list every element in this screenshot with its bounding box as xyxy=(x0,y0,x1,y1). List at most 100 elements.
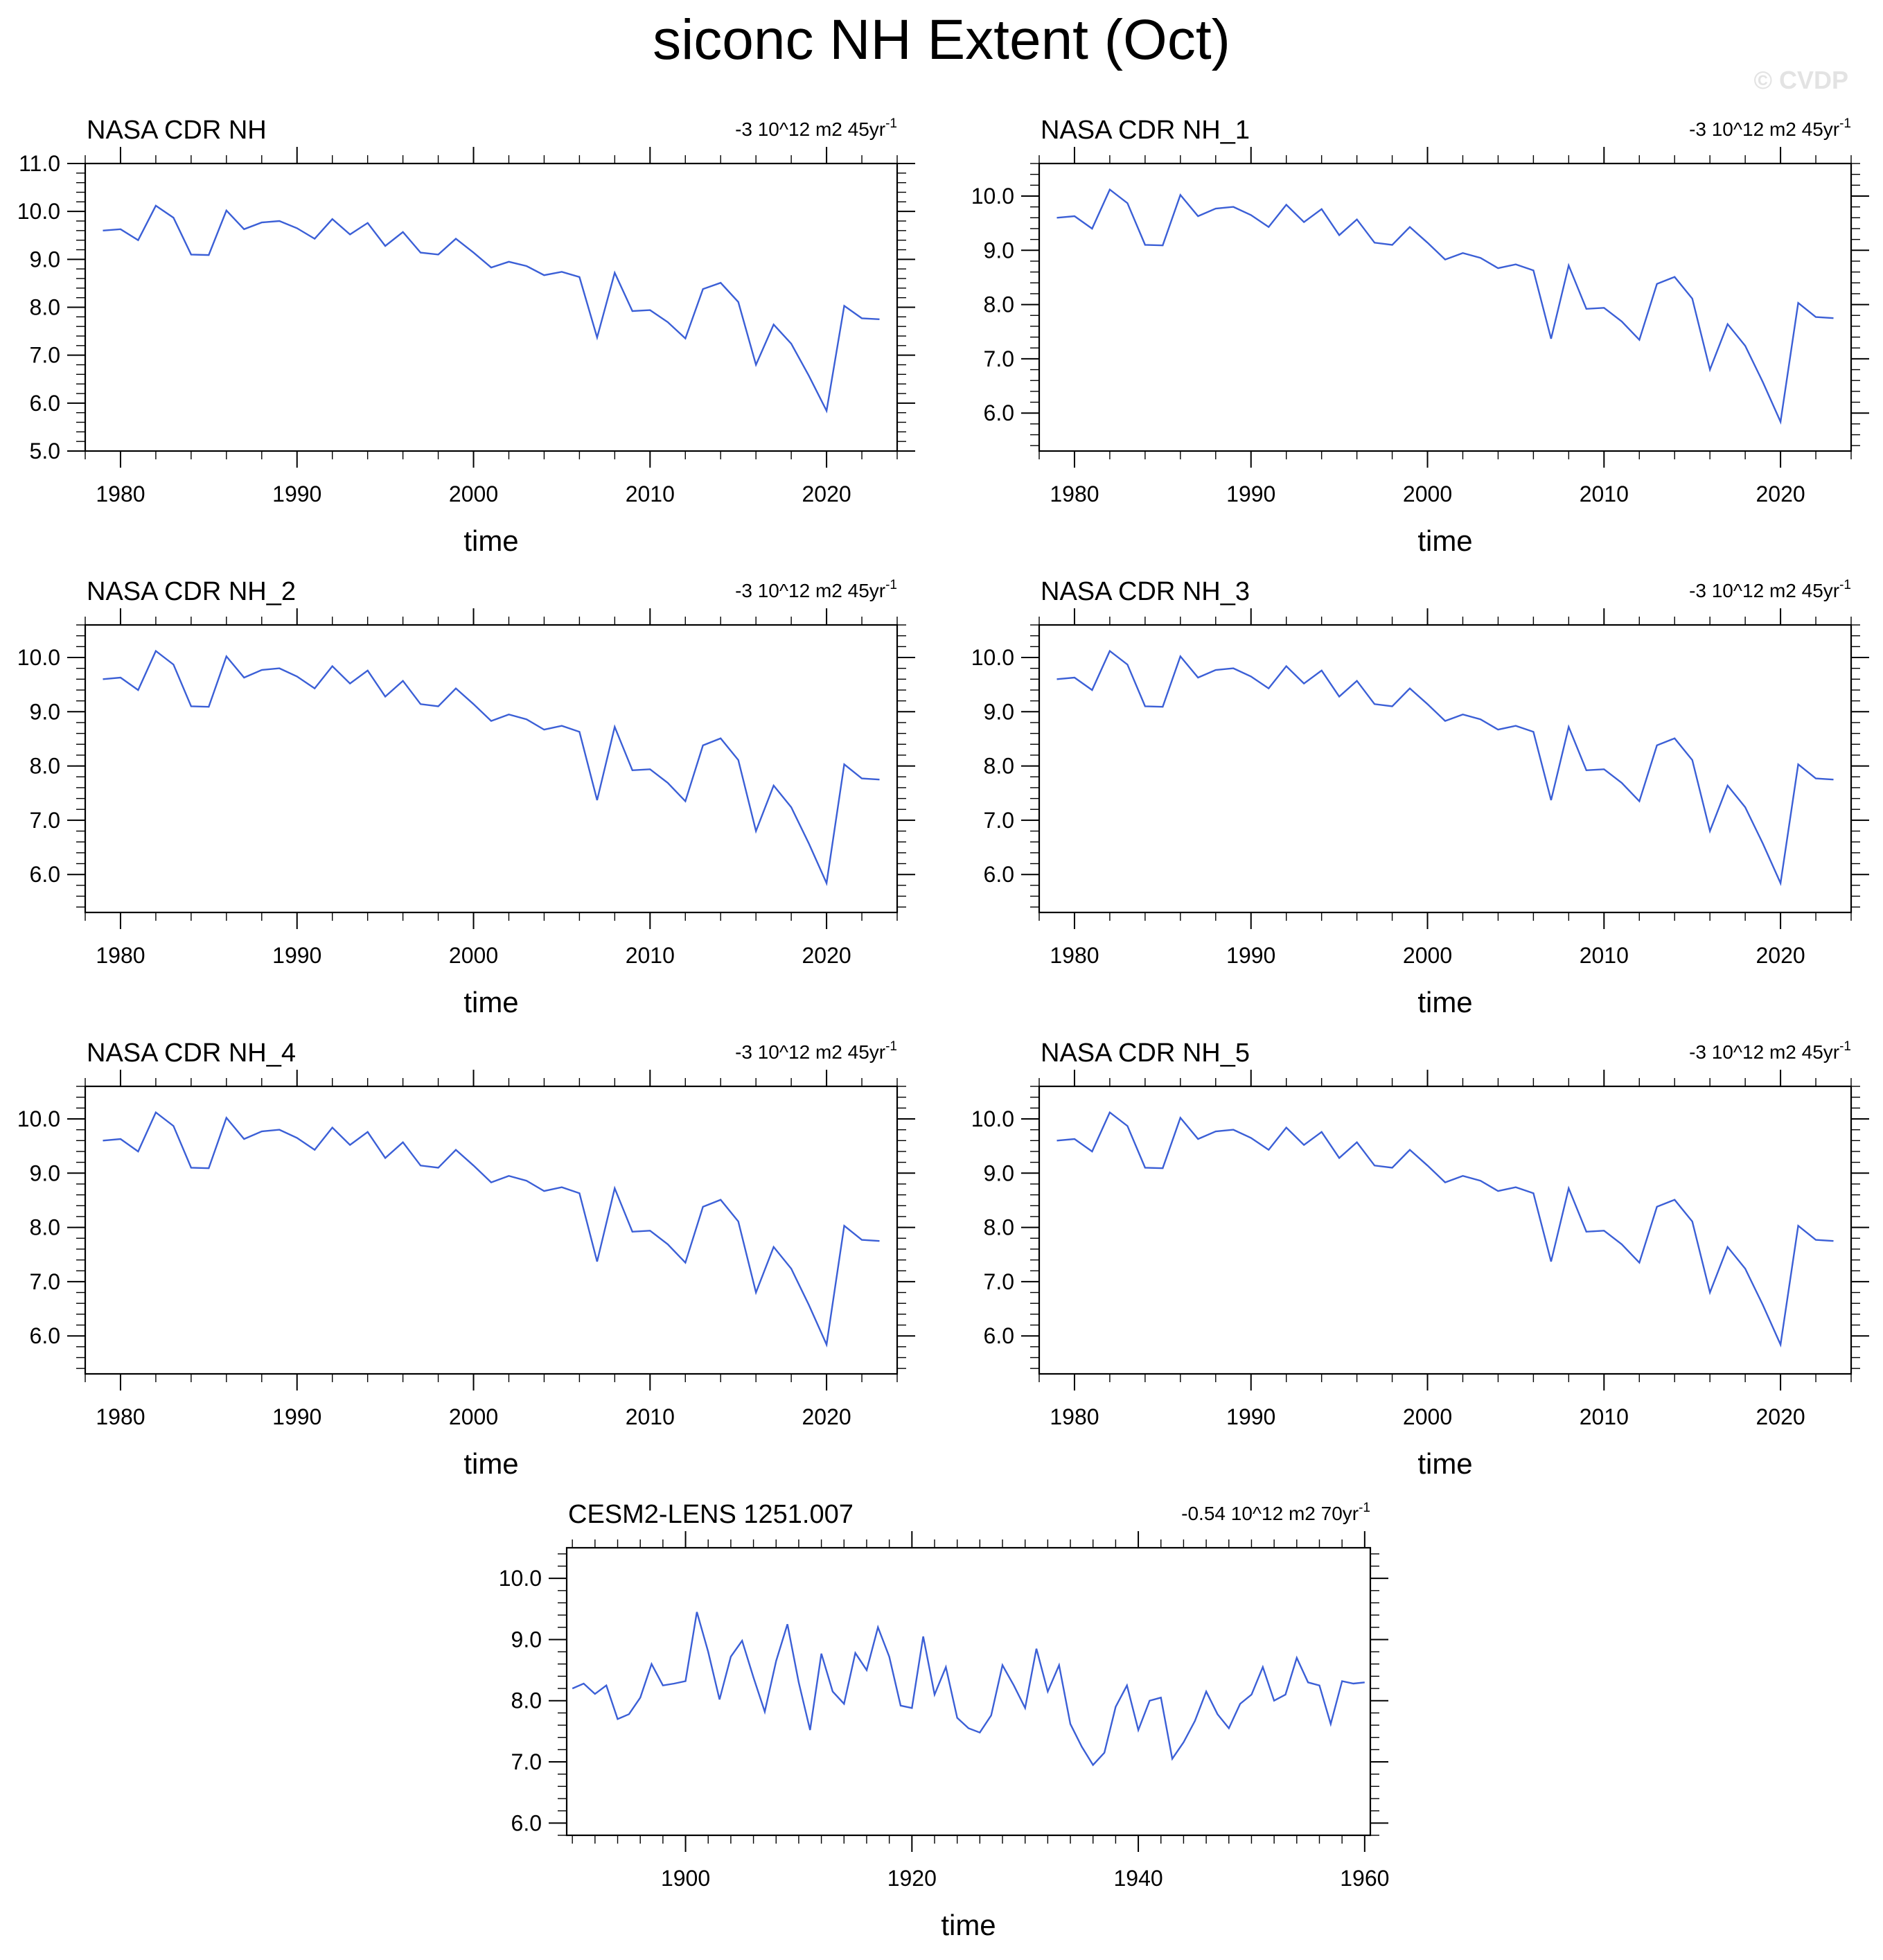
x-tick-label: 2020 xyxy=(1756,1404,1805,1429)
panel-title: NASA CDR NH xyxy=(87,116,267,145)
x-tick-label: 2020 xyxy=(802,482,851,506)
x-tick-label: 1980 xyxy=(1050,482,1099,506)
plot-frame xyxy=(84,624,899,914)
x-tick-label: 2010 xyxy=(626,482,675,506)
panel-title: NASA CDR NH_3 xyxy=(1041,577,1250,606)
y-tick-label: 10.0 xyxy=(499,1566,542,1591)
y-tick-label: 6.0 xyxy=(30,1323,60,1348)
x-tick-label: 1960 xyxy=(1340,1866,1389,1891)
trend-exponent: -1 xyxy=(885,578,897,592)
x-tick-label: 2000 xyxy=(1403,482,1452,506)
y-tick-label: 6.0 xyxy=(984,862,1014,887)
x-tick-label: 1990 xyxy=(272,482,321,506)
panel-title: NASA CDR NH_4 xyxy=(87,1039,296,1068)
trend-label: -3 10^12 m2 45yr-1 xyxy=(1689,116,1851,140)
trend-value: -3 10^12 m2 45yr xyxy=(735,580,885,601)
y-tick-label: 8.0 xyxy=(30,754,60,779)
trend-value: -3 10^12 m2 45yr xyxy=(1689,118,1839,140)
x-tick-label: 1980 xyxy=(96,482,145,506)
trend-value: -3 10^12 m2 45yr xyxy=(1689,1041,1839,1063)
series-line xyxy=(572,1612,1365,1767)
plot-frame xyxy=(1038,624,1853,914)
plot-frame xyxy=(1038,162,1853,452)
panel-title: NASA CDR NH_5 xyxy=(1041,1039,1250,1068)
y-tick-label: 10.0 xyxy=(17,645,60,670)
chart-panel-7: 6.0 7.0 8.0 9.0 10.0 1900 1920 1940 1960 time CESM… xyxy=(499,1500,1390,1941)
x-tick-label: 2000 xyxy=(449,1404,498,1429)
panel-title: NASA CDR NH_2 xyxy=(87,577,296,606)
y-tick-label: 7.0 xyxy=(984,346,1014,371)
y-tick-label: 5.0 xyxy=(30,439,60,463)
series-line xyxy=(1057,1111,1834,1348)
x-axis-title: time xyxy=(1417,986,1472,1018)
x-tick-label: 1990 xyxy=(1226,1404,1275,1429)
watermark: © CVDP xyxy=(1753,66,1848,94)
panel-title: NASA CDR NH_1 xyxy=(1041,116,1250,145)
x-axis-title: time xyxy=(1417,524,1472,557)
x-tick-label: 1920 xyxy=(887,1866,937,1891)
y-tick-label: 9.0 xyxy=(984,238,1014,263)
trend-label: -3 10^12 m2 45yr-1 xyxy=(1689,578,1851,601)
y-tick-label: 8.0 xyxy=(511,1688,542,1713)
x-tick-label: 2010 xyxy=(626,943,675,968)
chart-panel-6: 6.0 7.0 8.0 9.0 10.0 1980 1990 2000 2010 2020 time… xyxy=(971,1039,1869,1480)
trend-exponent: -1 xyxy=(1839,578,1851,592)
x-tick-label: 2020 xyxy=(802,1404,851,1429)
y-tick-label: 7.0 xyxy=(30,808,60,833)
panel-title: CESM2-LENS 1251.007 xyxy=(568,1500,854,1529)
x-tick-label: 1990 xyxy=(1226,943,1275,968)
trend-label: -3 10^12 m2 45yr-1 xyxy=(735,116,897,140)
x-axis-title: time xyxy=(463,1447,518,1480)
y-tick-label: 8.0 xyxy=(984,754,1014,779)
x-tick-label: 2000 xyxy=(449,943,498,968)
y-tick-label: 6.0 xyxy=(511,1810,542,1835)
y-tick-label: 10.0 xyxy=(971,184,1014,209)
chart-panel-1: 5.0 6.0 7.0 8.0 9.0 10.0 11.0 1980 1990 2000 2010 2… xyxy=(17,116,915,557)
trend-value: -3 10^12 m2 45yr xyxy=(735,118,885,140)
y-tick-label: 11.0 xyxy=(19,151,60,176)
chart-panel-4: 6.0 7.0 8.0 9.0 10.0 1980 1990 2000 2010 2020 time… xyxy=(971,577,1869,1018)
plot-frame xyxy=(565,1546,1372,1837)
trend-value: -0.54 10^12 m2 70yr xyxy=(1181,1503,1359,1524)
x-tick-label: 1990 xyxy=(272,943,321,968)
trend-exponent: -1 xyxy=(1359,1501,1370,1515)
trend-value: -3 10^12 m2 45yr xyxy=(1689,580,1839,601)
trend-value: -3 10^12 m2 45yr xyxy=(735,1041,885,1063)
x-tick-label: 1990 xyxy=(1226,482,1275,506)
y-tick-label: 8.0 xyxy=(30,295,60,320)
trend-exponent: -1 xyxy=(1839,116,1851,131)
plot-frame xyxy=(84,1085,899,1375)
series-line xyxy=(103,1111,880,1348)
y-tick-label: 8.0 xyxy=(984,292,1014,317)
x-tick-label: 1980 xyxy=(1050,943,1099,968)
x-tick-label: 2020 xyxy=(802,943,851,968)
figure-title: siconc NH Extent (Oct) xyxy=(653,8,1230,71)
y-tick-label: 10.0 xyxy=(971,1106,1014,1131)
plot-frame xyxy=(84,162,899,452)
x-tick-label: 2010 xyxy=(1580,482,1629,506)
chart-panel-2: 6.0 7.0 8.0 9.0 10.0 1980 1990 2000 2010 2020 time… xyxy=(971,116,1869,557)
x-axis-title: time xyxy=(941,1909,996,1941)
trend-exponent: -1 xyxy=(1839,1039,1851,1054)
panels: 5.0 6.0 7.0 8.0 9.0 10.0 11.0 1980 1990 2000 2010 2… xyxy=(17,116,1869,1941)
x-axis-title: time xyxy=(463,524,518,557)
trend-label: -0.54 10^12 m2 70yr-1 xyxy=(1181,1501,1370,1524)
chart-panel-5: 6.0 7.0 8.0 9.0 10.0 1980 1990 2000 2010 2020 time… xyxy=(17,1039,915,1480)
y-tick-label: 10.0 xyxy=(971,645,1014,670)
series-line xyxy=(1057,188,1834,425)
x-tick-label: 2010 xyxy=(1580,943,1629,968)
x-tick-label: 2000 xyxy=(449,482,498,506)
x-tick-label: 2020 xyxy=(1756,482,1805,506)
x-tick-label: 2020 xyxy=(1756,943,1805,968)
y-tick-label: 7.0 xyxy=(984,1269,1014,1294)
y-tick-label: 6.0 xyxy=(984,1323,1014,1348)
x-tick-label: 2010 xyxy=(626,1404,675,1429)
trend-exponent: -1 xyxy=(885,1039,897,1054)
trend-label: -3 10^12 m2 45yr-1 xyxy=(1689,1039,1851,1063)
trend-label: -3 10^12 m2 45yr-1 xyxy=(735,578,897,601)
x-axis-title: time xyxy=(463,986,518,1018)
chart-panel-3: 6.0 7.0 8.0 9.0 10.0 1980 1990 2000 2010 2020 time… xyxy=(17,577,915,1018)
y-tick-label: 9.0 xyxy=(30,699,60,724)
y-tick-label: 7.0 xyxy=(30,343,60,368)
